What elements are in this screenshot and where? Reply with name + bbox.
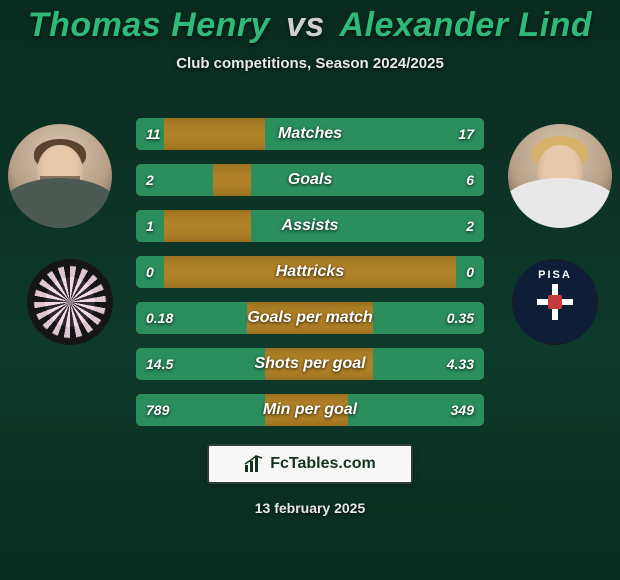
- stat-row: Assists12: [136, 210, 484, 242]
- stat-fill-right: [456, 256, 484, 288]
- player1-club-badge: [27, 259, 113, 345]
- stat-track: [136, 164, 484, 196]
- stat-fill-left: [136, 348, 265, 380]
- stat-track: [136, 302, 484, 334]
- stat-row: Hattricks00: [136, 256, 484, 288]
- bar-chart-icon: [244, 455, 264, 473]
- stat-fill-right: [348, 394, 484, 426]
- stat-fill-right: [251, 164, 484, 196]
- subtitle: Club competitions, Season 2024/2025: [0, 55, 620, 72]
- stat-track: [136, 210, 484, 242]
- stat-fill-right: [373, 348, 484, 380]
- player2-portrait: [508, 124, 612, 228]
- comparison-card: Thomas Henry vs Alexander Lind Club comp…: [0, 0, 620, 580]
- stat-fill-left: [136, 256, 164, 288]
- stat-fill-left: [136, 302, 247, 334]
- stat-fill-right: [373, 302, 484, 334]
- player2-club-badge: PISA: [512, 259, 598, 345]
- stat-row: Matches1117: [136, 118, 484, 150]
- stat-track: [136, 394, 484, 426]
- stat-track: [136, 256, 484, 288]
- date-label: 13 february 2025: [0, 500, 620, 516]
- stat-track: [136, 118, 484, 150]
- stat-row: Shots per goal14.54.33: [136, 348, 484, 380]
- stat-row: Goals26: [136, 164, 484, 196]
- stat-row: Goals per match0.180.35: [136, 302, 484, 334]
- pisa-badge-text: PISA: [514, 269, 596, 281]
- fctables-logo: FcTables.com: [207, 444, 413, 484]
- stat-fill-left: [136, 164, 213, 196]
- stat-fill-right: [251, 210, 484, 242]
- page-title: Thomas Henry vs Alexander Lind: [0, 0, 620, 45]
- stat-fill-left: [136, 118, 164, 150]
- stat-row: Min per goal789349: [136, 394, 484, 426]
- stat-track: [136, 348, 484, 380]
- vs-label: vs: [286, 6, 325, 44]
- stats-bars: Matches1117 Goals26 Assists12 Hattricks00 Go…: [136, 118, 484, 440]
- stat-fill-left: [136, 394, 265, 426]
- stat-fill-left: [136, 210, 164, 242]
- player1-name: Thomas Henry: [28, 6, 270, 44]
- stat-fill-right: [265, 118, 484, 150]
- player2-name: Alexander Lind: [340, 6, 593, 44]
- logo-text: FcTables.com: [270, 455, 376, 473]
- player1-portrait: [8, 124, 112, 228]
